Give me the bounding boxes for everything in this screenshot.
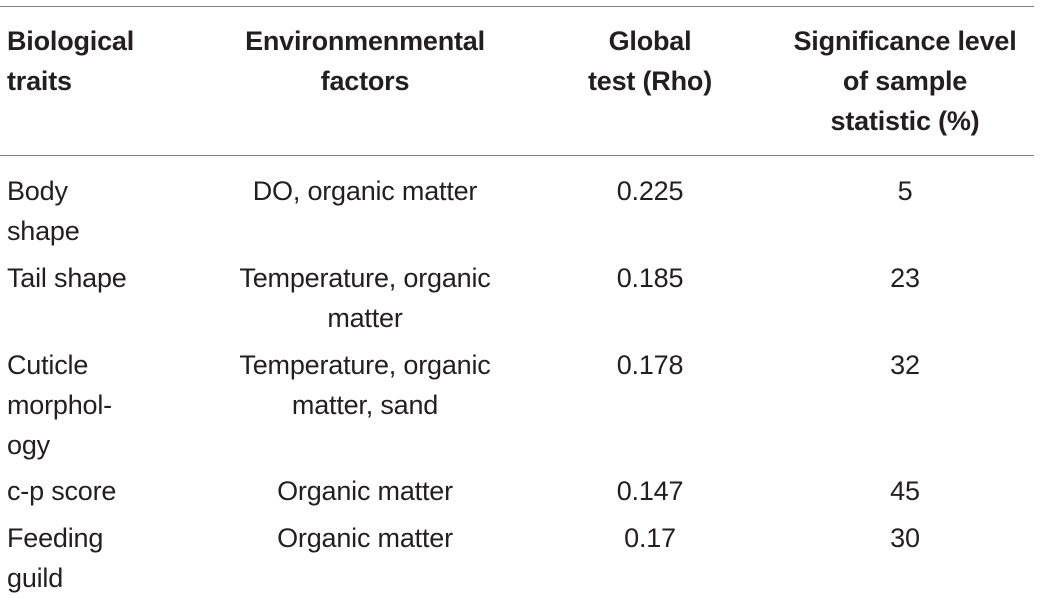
row-5-trait: Feeding guild bbox=[7, 523, 104, 593]
row-2-significance: 23 bbox=[890, 263, 920, 293]
row-5-significance: 30 bbox=[890, 523, 920, 553]
header-global-test: Global test (Rho) bbox=[588, 26, 712, 96]
row-2-factors: Temperature, organic matter bbox=[239, 263, 491, 333]
row-2-rho: 0.185 bbox=[616, 263, 684, 293]
table-top-rule bbox=[0, 6, 1034, 7]
row-4-trait: c-p score bbox=[7, 476, 117, 506]
row-5-factors: Organic matter bbox=[277, 523, 453, 553]
row-1-rho: 0.225 bbox=[616, 176, 684, 206]
row-4-factors: Organic matter bbox=[277, 476, 453, 506]
row-2-trait: Tail shape bbox=[7, 263, 127, 293]
row-1-factors: DO, organic matter bbox=[252, 176, 478, 206]
row-5-rho: 0.17 bbox=[624, 523, 676, 553]
row-1-trait: Body shape bbox=[7, 176, 80, 246]
row-1-significance: 5 bbox=[897, 176, 913, 206]
table-header-rule bbox=[0, 155, 1034, 156]
row-4-rho: 0.147 bbox=[616, 476, 684, 506]
row-3-trait: Cuticle morphol- ogy bbox=[7, 350, 112, 460]
row-4-significance: 45 bbox=[890, 476, 920, 506]
row-3-rho: 0.178 bbox=[616, 350, 684, 380]
header-significance-level: Significance level of sample statistic (… bbox=[793, 26, 1017, 136]
header-biological-traits: Biological traits bbox=[7, 26, 135, 96]
row-3-significance: 32 bbox=[890, 350, 920, 380]
header-environmental-factors: Environmenmental factors bbox=[245, 26, 485, 96]
row-3-factors: Temperature, organic matter, sand bbox=[239, 350, 491, 420]
